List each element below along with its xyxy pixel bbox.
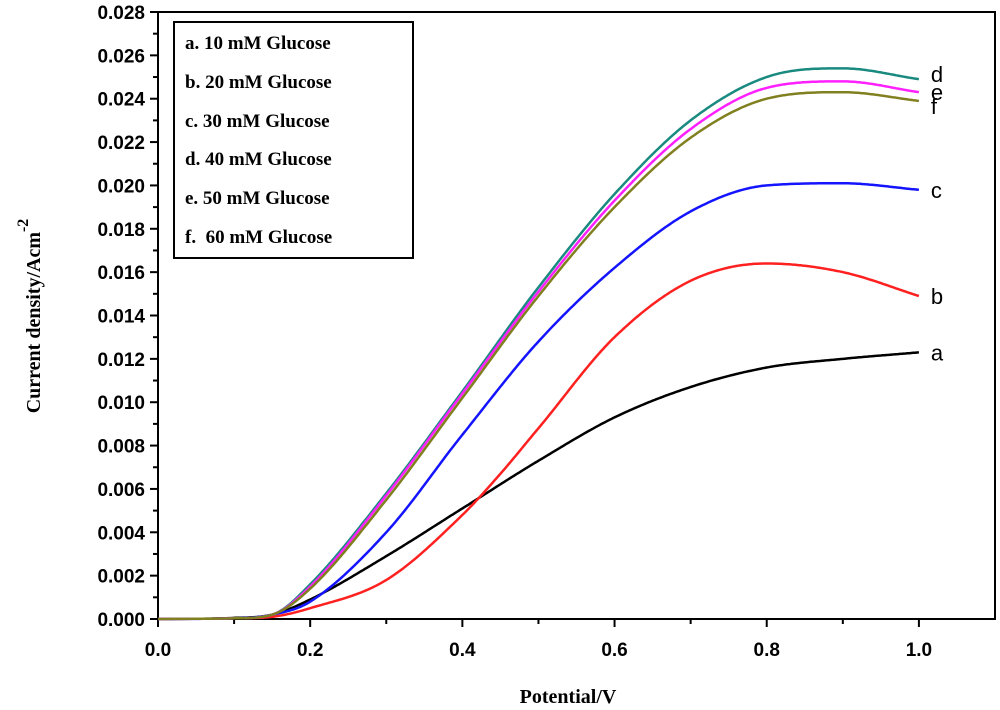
y-tick-label: 0.018: [97, 220, 145, 241]
curve-label-a: a: [931, 340, 944, 365]
legend-entry-f: f. 60 mM Glucose: [185, 227, 332, 248]
series-line-b: [158, 262, 920, 621]
x-tick-label: 1.0: [906, 640, 932, 661]
y-tick-label: 0.006: [97, 480, 145, 501]
legend: a. 10 mM Glucose b. 20 mM Glucose c. 30 …: [173, 21, 414, 259]
y-axis-title: Current density/Acm-2: [15, 219, 45, 414]
y-axis-title-main: Current density/Acm: [23, 232, 45, 414]
curve-label-d: d: [931, 62, 943, 87]
y-tick-label: 0.014: [97, 307, 145, 328]
y-axis-title-group: Current density/Acm-2: [15, 219, 45, 414]
series-line-a: [158, 351, 919, 621]
series-layer: [158, 67, 920, 621]
x-axis-title: Potential/V: [520, 686, 617, 708]
curve-label-e: e: [931, 80, 943, 105]
series-line-f: [158, 90, 920, 621]
curve-label-c: c: [931, 178, 942, 203]
y-tick-label: 0.028: [97, 3, 145, 24]
x-tick-label: 0.0: [145, 640, 171, 661]
x-tick-label: 0.2: [297, 640, 323, 661]
x-tick-label: 0.4: [449, 640, 476, 661]
legend-entry-a: a. 10 mM Glucose: [185, 33, 331, 54]
x-axis: 0.0 0.2 0.4 0.6 0.8 1.0: [145, 619, 932, 661]
legend-entry-c: c. 30 mM Glucose: [185, 111, 330, 132]
y-tick-label: 0.020: [97, 176, 145, 197]
series-line-c: [158, 182, 920, 621]
y-tick-label: 0.024: [97, 90, 145, 111]
y-axis-title-superscript: -2: [15, 219, 32, 232]
legend-entry-e: e. 50 mM Glucose: [185, 188, 330, 209]
y-tick-label: 0.002: [97, 567, 145, 588]
legend-entry-d: d. 40 mM Glucose: [185, 149, 332, 170]
curve-label-b: b: [931, 284, 943, 309]
x-tick-label: 0.8: [754, 640, 780, 661]
legend-box: [173, 21, 414, 259]
curve-end-labels: a b c def: [931, 62, 944, 365]
y-tick-label: 0.010: [97, 393, 145, 414]
y-tick-label: 0.022: [97, 133, 145, 154]
y-tick-label: 0.012: [97, 350, 145, 371]
x-tick-label: 0.6: [601, 640, 627, 661]
curve-label-f: f: [931, 94, 938, 119]
y-tick-label: 0.026: [97, 46, 145, 67]
y-tick-label: 0.004: [97, 523, 145, 544]
y-tick-label: 0.008: [97, 437, 145, 458]
y-tick-label: 0.000: [97, 610, 145, 631]
y-tick-label: 0.016: [97, 263, 145, 284]
legend-entry-b: b. 20 mM Glucose: [185, 72, 332, 93]
y-axis: 0.000 0.002 0.004 0.006 0.008 0.010 0.012 0.014…: [97, 3, 158, 631]
